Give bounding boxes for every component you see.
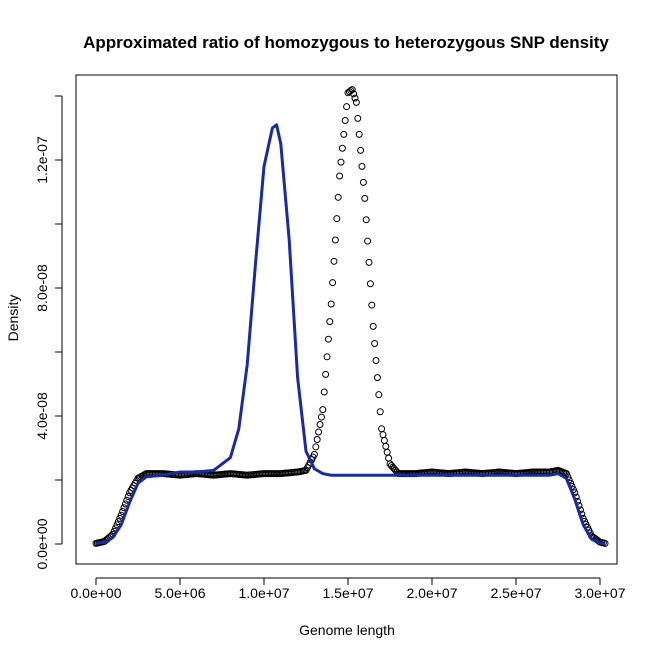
data-point [322,370,330,378]
data-point [320,388,328,396]
data-point [326,318,334,326]
data-point [337,158,345,166]
data-point [368,301,376,309]
data-point [359,178,367,186]
data-point [385,454,393,462]
data-point [324,335,332,343]
data-point [382,442,390,450]
data-point [333,215,341,223]
x-tick-label: 5.0e+06 [155,585,206,601]
data-point [383,448,391,456]
data-point [372,357,380,365]
data-point [376,408,384,416]
data-point [327,300,335,308]
y-axis: 0.0e+00 4.0e-08 8.0e-08 1.2e-07 [34,95,63,570]
data-point [351,94,359,102]
data-point [348,86,356,94]
y-axis-label: Density [5,295,21,342]
data-point [343,103,351,111]
plot-frame [75,74,618,565]
data-point [379,431,387,439]
x-tick-label: 2.5e+07 [491,585,542,601]
data-point [316,421,324,429]
x-tick-label: 2.0e+07 [407,585,458,601]
data-point [354,114,362,122]
data-point [357,146,365,154]
data-point [364,237,372,245]
series-line [95,123,606,546]
data-point [362,216,370,224]
data-point [319,406,327,414]
series-layer [92,86,609,547]
data-point [331,236,339,244]
data-point [380,437,388,445]
data-point [350,90,358,98]
x-tick-label: 1.0e+07 [239,585,290,601]
x-tick-label: 0.0e+00 [71,585,122,601]
data-point [323,353,331,361]
data-point [334,193,342,201]
data-point [317,413,325,421]
data-point [313,435,321,443]
chart-title: Approximated ratio of homozygous to hete… [83,33,609,52]
series-1 [95,123,606,546]
y-tick-label: 1.2e-07 [34,136,50,184]
y-tick-label: 0.0e+00 [34,518,50,569]
y-tick-label: 8.0e-08 [34,264,50,312]
series-0 [92,86,609,547]
x-axis-label: Genome length [299,622,395,638]
x-axis: 0.0e+00 5.0e+06 1.0e+07 1.5e+07 2.0e+07 2.5e+… [71,577,626,601]
data-point [369,322,377,330]
data-point [330,257,338,265]
data-point [341,117,349,125]
data-point [329,279,337,287]
data-point [361,194,369,202]
data-point [352,98,360,106]
data-point [371,339,379,347]
data-point [358,162,366,170]
data-point [336,172,344,180]
data-point [338,144,346,152]
data-point [340,130,348,138]
data-point [310,450,318,458]
data-point [562,470,570,478]
data-point [366,280,374,288]
data-point [378,425,386,433]
x-tick-label: 3.0e+07 [575,585,626,601]
data-point [312,443,320,451]
y-tick-label: 4.0e-08 [34,392,50,440]
data-point [315,428,323,436]
x-tick-label: 1.5e+07 [323,585,374,601]
data-point [365,258,373,266]
data-point [373,374,381,382]
data-point [375,391,383,399]
data-point [355,130,363,138]
